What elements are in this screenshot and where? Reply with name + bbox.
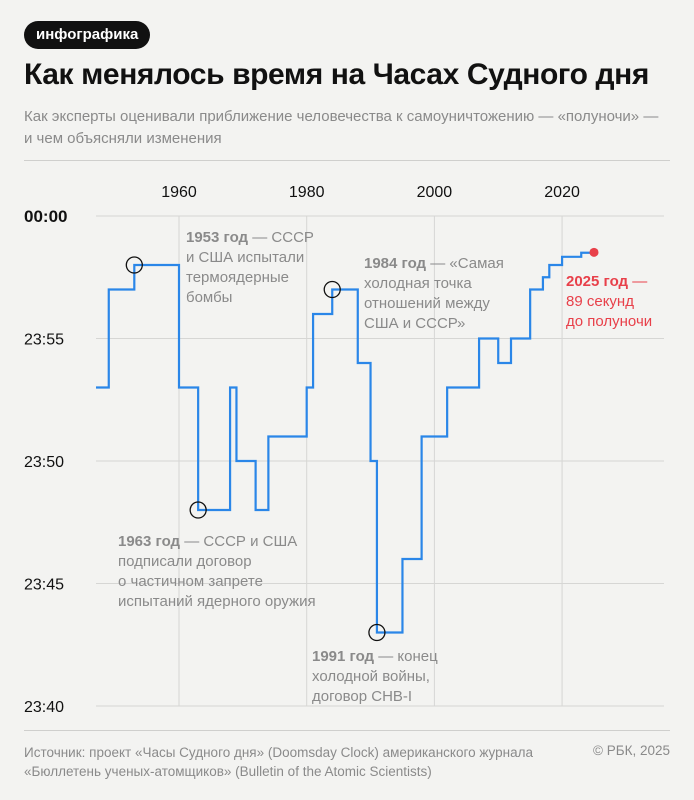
annotation-year: 2025 год [566, 273, 629, 290]
page-title: Как менялось время на Часах Судного дня [24, 58, 649, 91]
annotation-marker [125, 256, 143, 274]
annotation-year: 1991 год [312, 648, 375, 665]
bottom-divider [24, 730, 670, 731]
annotation-marker [189, 501, 207, 519]
y-tick-label: 23:55 [24, 332, 64, 349]
annotation-text: и США испытали [186, 249, 304, 266]
series-line [96, 251, 596, 634]
annotation-rest: — конец [374, 648, 438, 665]
annotation-rest: — [628, 273, 647, 290]
annotation-rest: — СССР [248, 229, 314, 246]
annotation-text: 1991 год — конец [312, 648, 438, 665]
annotation-text: договор СНВ-I [312, 688, 412, 705]
source-note: Источник: проект «Часы Судного дня» (Doo… [24, 745, 533, 779]
y-tick-label: 23:50 [24, 454, 64, 471]
annotation-text: США и СССР» [364, 315, 465, 332]
annotation-text: 89 секунд [566, 293, 634, 310]
annotation-text: 1984 год — «Самая [364, 255, 504, 272]
axis-layer: 00:00 23:55 23:50 23:45 23:40 1960 1980 2000 202… [24, 184, 580, 716]
y-tick-label: 00:00 [24, 207, 67, 226]
annotation-text: 1953 год — СССР [186, 229, 314, 246]
top-divider [24, 160, 670, 161]
annotation-text: холодная точка [364, 275, 472, 292]
category-badge: инфографика [24, 21, 151, 49]
annotation-rest: — СССР и США [180, 533, 297, 550]
annotation-year: 1953 год [186, 229, 249, 246]
annotation-layer: 1953 год — СССР и США испытали термоядерны… [118, 229, 652, 705]
series-layer [96, 251, 596, 634]
highlight-point [589, 247, 599, 257]
x-tick-label: 2020 [544, 184, 580, 201]
annotation-text: 2025 год — [566, 273, 647, 290]
annotation-text: отношений между [364, 295, 490, 312]
annotation-text: холодной войны, [312, 668, 430, 685]
annotation-text: термоядерные [186, 269, 289, 286]
x-tick-label: 1980 [289, 184, 325, 201]
annotation-year: 1963 год [118, 533, 181, 550]
annotation-text: подписали договор [118, 553, 252, 570]
annotation-year: 1984 год [364, 255, 427, 272]
annotation-rest: — «Самая [426, 255, 504, 272]
page-subtitle: Как эксперты оценивали приближение челов… [24, 108, 659, 147]
copyright: © РБК, 2025 [593, 743, 670, 758]
annotation-marker [323, 280, 341, 299]
annotation-text: 1963 год — СССР и США [118, 533, 297, 550]
doomsday-clock-chart: 00:00 23:55 23:50 23:45 23:40 1960 1980 2000 202… [24, 184, 664, 716]
annotation-text: до полуночи [566, 313, 652, 330]
annotation-text: бомбы [186, 289, 232, 306]
y-tick-label: 23:45 [24, 577, 64, 594]
x-tick-label: 1960 [161, 184, 197, 201]
annotation-marker [368, 623, 386, 642]
y-tick-label: 23:40 [24, 699, 64, 716]
x-tick-label: 2000 [417, 184, 453, 201]
annotation-text: о частичном запрете [118, 573, 263, 590]
annotation-text: испытаний ядерного оружия [118, 593, 316, 610]
